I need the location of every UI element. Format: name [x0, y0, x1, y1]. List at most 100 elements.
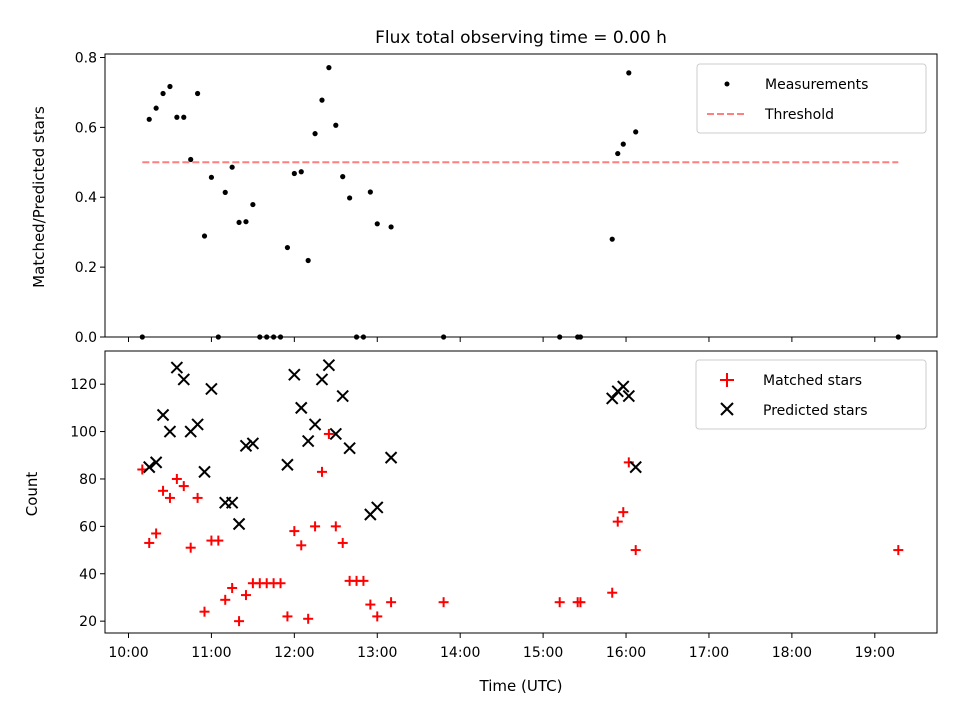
- predicted-star-point: [308, 418, 322, 431]
- predicted-star-point: [617, 380, 630, 393]
- matched-star-point: [178, 481, 189, 492]
- y-tick-label: 80: [79, 472, 97, 488]
- legend-measurements-label: Measurements: [765, 77, 868, 93]
- measurement-point: [284, 244, 291, 251]
- legend-predicted-marker: [720, 402, 734, 416]
- predicted-star-point: [177, 373, 190, 386]
- predicted-star-point: [239, 439, 253, 452]
- predicted-star-point: [205, 382, 218, 396]
- predicted-star-point: [143, 460, 156, 474]
- matched-star-point: [575, 597, 586, 608]
- y-tick-label: 0.8: [75, 50, 97, 66]
- x-tick-label: 15:00: [523, 645, 563, 661]
- predicted-star-point: [281, 458, 294, 471]
- legend-matched-marker: [720, 373, 734, 387]
- matched-star-point: [612, 516, 623, 527]
- predicted-star-point: [156, 408, 170, 422]
- predicted-star-point: [336, 389, 349, 403]
- bottom-y-axis-label: Count: [23, 472, 41, 517]
- bottom-x-ticks: 10:00 11:00 12:00 13:00 14:00 15:00 16:00 17:00…: [108, 633, 895, 661]
- y-tick-label: 40: [79, 567, 97, 583]
- y-tick-label: 60: [79, 519, 97, 535]
- measurement-point: [250, 201, 256, 208]
- measurement-point: [347, 195, 353, 201]
- predicted-star-point: [246, 437, 260, 450]
- ratio-panel: Flux total observing time = 0.00 h Match…: [30, 28, 938, 346]
- measurement-point: [174, 114, 180, 120]
- predicted-star-point: [191, 418, 204, 431]
- top-axes-frame: [104, 53, 938, 338]
- predicted-star-point: [315, 373, 329, 386]
- predicted-star-point: [225, 496, 239, 509]
- measurement-point: [367, 189, 373, 195]
- bottom-y-ticks: 20 40 60 80 100 120: [70, 377, 105, 630]
- measurement-point: [236, 219, 242, 226]
- matched-star-point: [365, 599, 376, 610]
- matched-star-point: [185, 542, 196, 553]
- chart-title: Flux total observing time = 0.00 h: [375, 28, 667, 48]
- measurement-point: [229, 164, 235, 170]
- legend-measurements-marker: [724, 81, 730, 87]
- measurement-point: [222, 189, 228, 195]
- matched-star-point: [618, 507, 629, 518]
- top-y-axis-label: Matched/Predicted stars: [30, 106, 48, 288]
- matched-star-point: [303, 613, 314, 624]
- measurement-point: [298, 169, 304, 175]
- matched-star-point: [199, 606, 210, 617]
- predicted-star-point: [371, 501, 384, 514]
- matched-star-point: [240, 590, 251, 601]
- predicted-star-point: [288, 368, 301, 381]
- measurement-point: [319, 97, 325, 103]
- matched-star-point: [316, 466, 327, 477]
- matched-star-point: [310, 521, 321, 532]
- measurement-point: [388, 224, 394, 230]
- matched-star-point: [282, 611, 293, 622]
- measurement-point: [374, 221, 380, 227]
- matched-star-point: [275, 578, 286, 589]
- predicted-star-point: [163, 425, 177, 438]
- measurement-point: [153, 105, 159, 111]
- measurement-point: [620, 141, 626, 147]
- x-tick-label: 10:00: [108, 645, 148, 661]
- x-tick-label: 16:00: [606, 645, 646, 661]
- matched-star-point: [213, 535, 224, 546]
- matched-star-point: [144, 537, 155, 548]
- predicted-star-point: [606, 392, 619, 405]
- measurement-point: [181, 114, 187, 120]
- y-tick-label: 120: [70, 377, 97, 393]
- predicted-star-point: [322, 359, 336, 372]
- top-y-ticks: 0.0 0.2 0.4 0.6 0.8: [75, 50, 105, 346]
- matched-star-point: [158, 485, 169, 496]
- predicted-star-point: [301, 434, 315, 448]
- top-legend-box: [696, 63, 927, 134]
- predicted-star-point: [170, 361, 184, 374]
- measurement-point: [633, 129, 639, 135]
- matched-star-point: [337, 537, 348, 548]
- y-tick-label: 0.6: [75, 120, 97, 136]
- matched-star-point: [358, 575, 369, 586]
- x-axis-label: Time (UTC): [479, 677, 563, 695]
- measurement-point: [194, 90, 201, 97]
- predicted-star-point: [622, 389, 636, 403]
- measurement-point: [243, 219, 249, 225]
- legend-predicted-label: Predicted stars: [763, 403, 868, 419]
- y-tick-label: 0.4: [75, 190, 97, 206]
- y-tick-label: 100: [70, 425, 97, 441]
- x-tick-label: 17:00: [689, 645, 729, 661]
- measurement-point: [340, 174, 346, 180]
- matched-star-point: [234, 616, 245, 627]
- bottom-plot-area: [137, 359, 904, 627]
- predicted-star-point: [232, 517, 246, 531]
- x-tick-label: 18:00: [772, 645, 812, 661]
- matched-star-point: [289, 526, 300, 537]
- x-tick-label: 12:00: [274, 645, 314, 661]
- bottom-axes-frame: [104, 350, 938, 634]
- predicted-star-point: [343, 441, 356, 455]
- predicted-star-point: [149, 456, 163, 469]
- y-tick-label: 0.2: [75, 260, 97, 276]
- predicted-star-point: [329, 427, 343, 441]
- top-legend: Measurements Threshold: [696, 63, 927, 134]
- measurement-point: [208, 174, 215, 180]
- predicted-star-point: [629, 460, 642, 474]
